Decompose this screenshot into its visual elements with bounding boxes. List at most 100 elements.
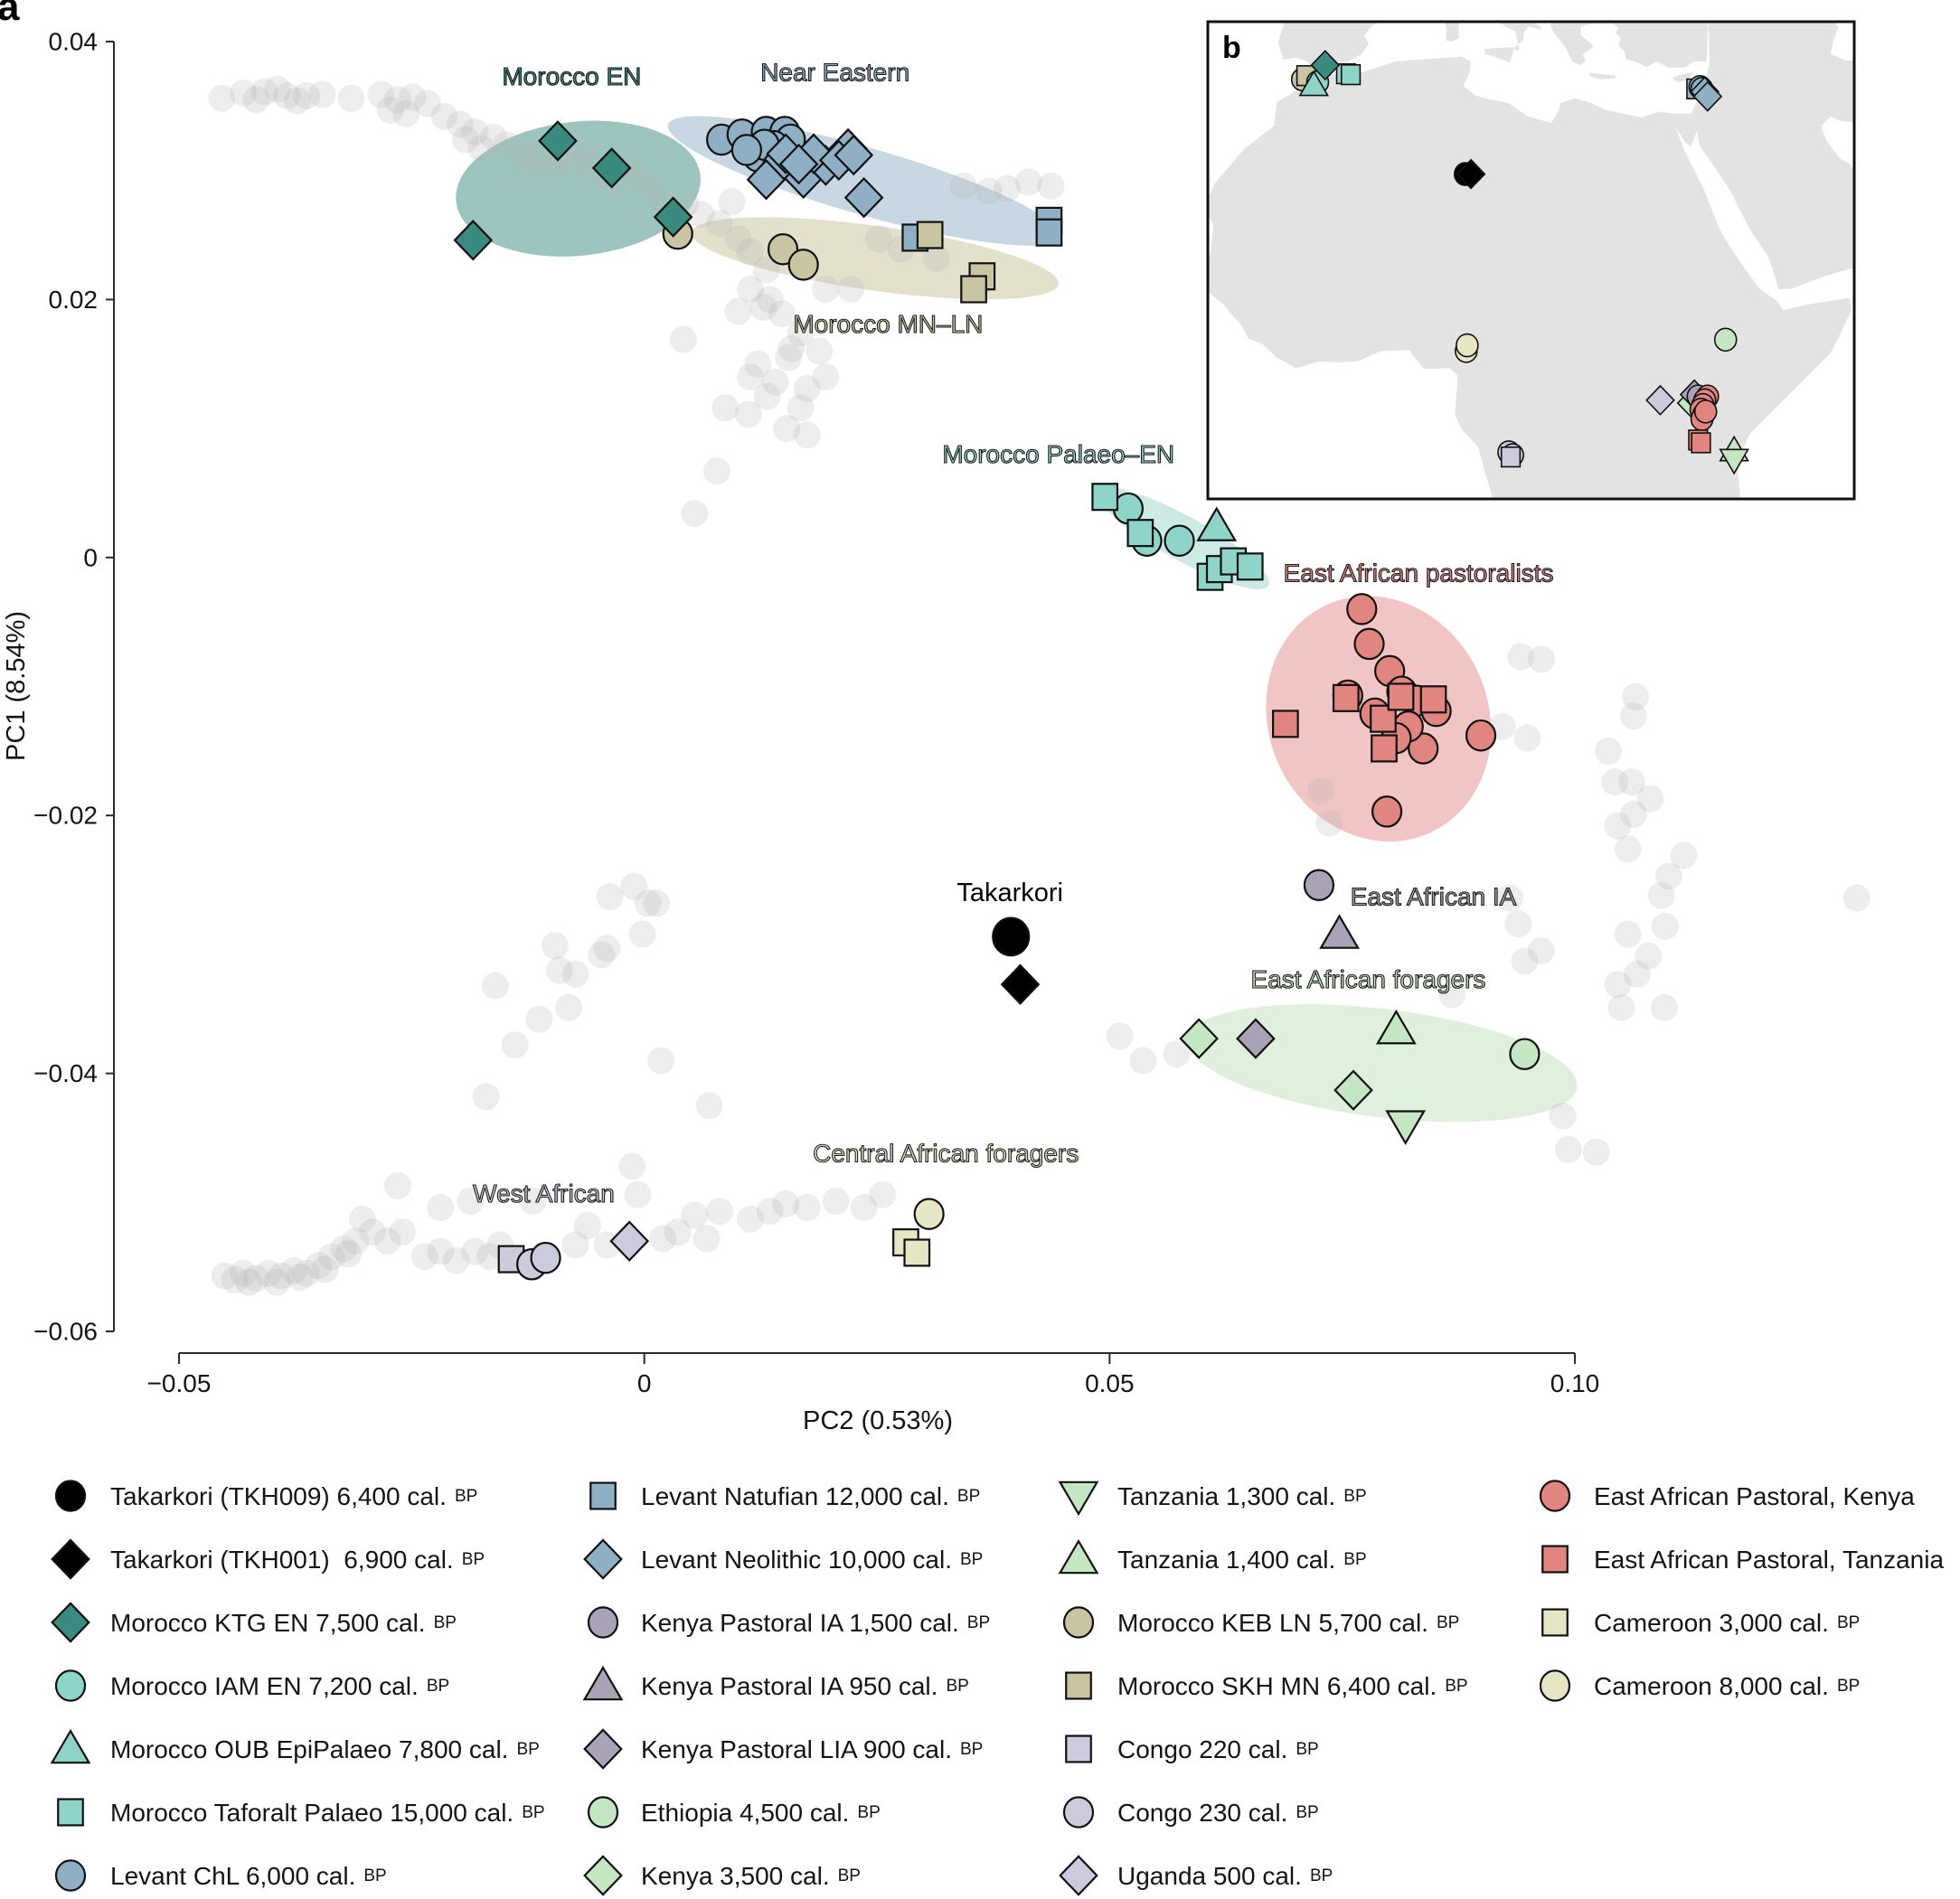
reference-point [756,1198,784,1226]
reference-point [1636,785,1664,813]
reference-point [922,244,950,272]
reference-point [628,920,656,948]
legend-label: Cameroon 8,000 cal. BP [1594,1672,1860,1700]
legend-marker-ethiopia-4500 [587,1796,619,1828]
marker-cameroon-8000 [913,1198,945,1230]
reference-point [501,1031,529,1059]
reference-point [230,80,258,108]
reference-point [724,225,752,253]
reference-point [681,500,709,528]
reference-point [1619,800,1647,828]
marker-morocco-skh-mn [960,275,987,304]
land-sardinia [1444,22,1459,42]
reference-point [545,956,573,984]
legend-label: Tanzania 1,300 cal. BP [1117,1482,1367,1510]
marker-ea-pastoral-tanzania [1370,704,1397,733]
marker-tanzania-1300 [1385,1110,1427,1145]
map-marker-congo-220 [1500,446,1522,468]
reference-point [573,1211,601,1239]
legend-marker-kenya-pastoral-ia-950 [582,1665,624,1701]
reference-point [812,363,840,391]
reference-point [850,1194,878,1222]
reference-point [806,337,834,365]
reference-point [1513,724,1541,752]
reference-point [1438,981,1466,1009]
reference-point [279,1256,307,1284]
land-cyprus [1673,71,1695,82]
reference-point [1604,812,1632,840]
reference-point [268,1262,296,1290]
y-axis-title: PC1 (8.54%) [2,611,31,761]
reference-point [869,1180,897,1208]
marker-iam-en [1164,524,1195,557]
reference-point [949,172,977,200]
legend-label-text: Kenya 3,500 cal. [641,1862,830,1890]
map-marker-tkh001 [1456,158,1486,190]
x-tick-label: 0 [637,1369,652,1397]
marker-ea-pastoral-kenya [1465,719,1497,752]
legend-label-suffix: BP [516,1740,539,1759]
legend-label-text: Morocco KEB LN 5,700 cal. [1117,1609,1428,1637]
reference-point [481,972,509,1000]
legend-marker-levant-neolithic [583,1538,623,1580]
reference-point [793,374,821,402]
marker-ktg-en [653,196,693,238]
legend-item-congo-230: Congo 230 cal. BP [1062,1796,1319,1828]
y-tick-label: −0.04 [33,1059,98,1087]
reference-point [1163,1040,1191,1068]
legend-label: Cameroon 3,000 cal. BP [1594,1609,1860,1637]
reference-point [273,81,301,109]
legend-label-suffix: BP [960,1550,983,1569]
legend-item-tanzania-1300: Tanzania 1,300 cal. BP [1058,1481,1367,1517]
reference-point [476,1243,504,1271]
reference-point [383,86,411,114]
axes: −0.05 0 0.05 0.10 0.040.020−0.02−0.04−0.06 … [2,28,1599,1436]
panel-label-b: b [1222,31,1241,65]
reference-point [643,889,671,917]
reference-point [773,415,801,443]
reference-point [392,99,420,127]
legend-item-levant-natufian: Levant Natufian 12,000 cal. BP [589,1481,980,1510]
reference-point [1507,643,1535,671]
legend-item-kenya-pastoral-ia-950: Kenya Pastoral IA 950 cal. BP [582,1665,969,1701]
y-tick-label: 0.02 [49,286,99,314]
legend-label: Morocco KEB LN 5,700 cal. BP [1117,1609,1459,1637]
reference-point [1654,862,1682,890]
map-marker-ktg-en [1310,50,1341,81]
reference-point [837,275,865,303]
legend-item-morocco-skh-mn: Morocco SKH MN 6,400 cal. BP [1065,1671,1468,1700]
x-tick-label: 0.10 [1550,1369,1600,1397]
legend-label-suffix: BP [434,1613,457,1632]
reference-point [737,1205,765,1233]
reference-point [669,325,697,353]
reference-point [1595,737,1623,765]
x-tick-label: −0.05 [147,1369,212,1397]
reference-point [596,883,624,911]
legend-label-suffix: BP [946,1677,968,1696]
reference-point [221,1265,249,1293]
reference-point [620,872,648,900]
panel-label-a: a [0,0,20,29]
legend-label: Kenya 3,500 cal. BP [641,1862,861,1890]
reference-point [467,135,495,163]
marker-congo-230 [530,1241,561,1274]
reference-point [744,350,772,378]
legend-label: Tanzania 1,400 cal. BP [1117,1546,1367,1574]
marker-ea-pastoral-tanzania [1419,685,1447,714]
reference-point [1601,768,1629,796]
legend-label-suffix: BP [1837,1613,1860,1632]
legend-label-suffix: BP [1343,1487,1366,1506]
y-tick-label: 0.04 [49,28,99,56]
reference-point [664,1218,692,1246]
marker-kenya-pastoral-ia-1500 [1303,869,1335,901]
marker-taforalt [1236,552,1264,581]
marker-taforalt [1126,519,1154,548]
legend-label-text: Morocco KTG EN 7,500 cal. [110,1609,426,1637]
reference-point [208,84,236,112]
reference-point [539,153,567,181]
reference-point [624,165,652,193]
group-label: Morocco EN [502,62,641,90]
legend-label: Congo 220 cal. BP [1117,1735,1319,1763]
reference-point [305,1252,333,1280]
